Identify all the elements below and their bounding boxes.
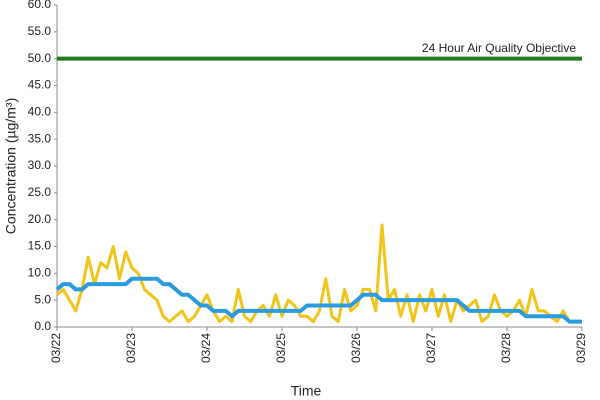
x-tick-label: 03/24	[199, 333, 213, 363]
y-tick-label: 40.0	[28, 105, 52, 119]
x-tick-label: 03/29	[574, 333, 588, 363]
series-line	[56, 223, 582, 324]
series-line	[55, 276, 582, 324]
y-tick-label: 45.0	[28, 78, 52, 92]
y-tick-label: 35.0	[28, 131, 52, 145]
x-tick-label: 03/22	[49, 333, 63, 363]
y-tick-label: 5.0	[34, 292, 51, 306]
x-axis-label: Time	[291, 383, 322, 399]
y-tick-label: 10.0	[28, 266, 52, 280]
y-tick-label: 60.0	[28, 0, 52, 11]
y-tick-label: 0.0	[34, 319, 51, 333]
y-tick-label: 15.0	[28, 239, 52, 253]
objective-label: 24 Hour Air Quality Objective	[422, 41, 576, 55]
y-axis-label: Concentration (µg/m³)	[3, 98, 19, 234]
y-tick-label: 50.0	[28, 51, 52, 65]
y-tick-label: 30.0	[28, 158, 52, 172]
x-tick-label: 03/28	[499, 333, 513, 363]
x-tick-label: 03/26	[349, 333, 363, 363]
y-tick-label: 20.0	[28, 212, 52, 226]
x-tick-label: 03/27	[424, 333, 438, 363]
y-tick-label: 25.0	[28, 185, 52, 199]
x-tick-label: 03/23	[124, 333, 138, 363]
x-tick-label: 03/25	[274, 333, 288, 363]
y-tick-label: 55.0	[28, 24, 52, 38]
